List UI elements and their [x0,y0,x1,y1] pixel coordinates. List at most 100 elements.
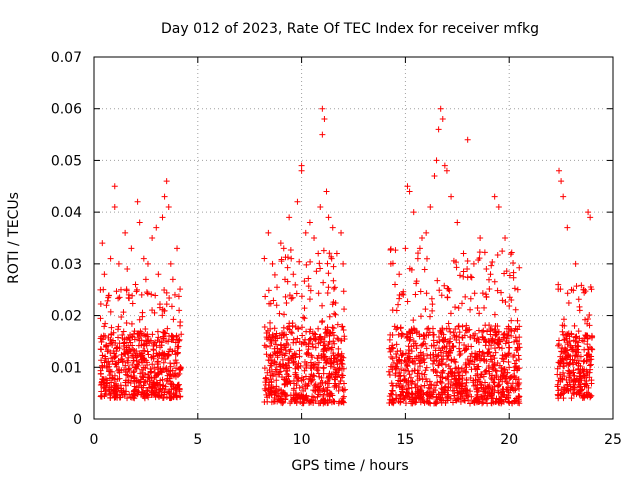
data-point [297,395,304,402]
data-point [438,395,445,402]
data-point [334,335,341,342]
data-point [564,341,571,348]
data-point [294,335,301,342]
data-point [319,105,326,112]
data-point [421,382,428,389]
data-point [315,340,322,347]
data-point [414,382,421,389]
data-point [119,335,126,342]
data-point [412,340,419,347]
data-point [111,203,118,210]
data-point [452,326,459,333]
data-point [473,399,480,406]
data-point [140,364,147,371]
data-point [393,354,400,361]
data-point [146,381,153,388]
data-point [490,363,497,370]
data-point [479,349,486,356]
data-point [445,320,452,327]
data-point [423,364,430,371]
data-point [306,328,313,335]
data-point [578,387,585,394]
data-point [125,334,132,341]
data-point [139,309,146,316]
data-point [395,357,402,364]
data-point [412,399,419,406]
y-tick-label: 0 [73,412,82,428]
data-point [315,250,322,257]
data-point [326,313,333,320]
data-point [301,358,308,365]
data-point [138,384,145,391]
data-point [115,334,122,341]
data-point [98,339,105,346]
data-point [509,380,516,387]
data-point [299,324,306,331]
data-point [435,362,442,369]
data-point [584,357,591,364]
data-point [123,287,130,294]
data-point [144,290,151,297]
data-point [145,351,152,358]
data-point [299,400,306,407]
data-point [286,348,293,355]
data-point [584,320,591,327]
data-point [387,245,394,252]
data-point [499,391,506,398]
data-point [316,260,323,267]
data-point [499,297,506,304]
data-point [487,326,494,333]
data-point [387,363,394,370]
data-point [433,372,440,379]
data-point [125,294,132,301]
data-point [569,348,576,355]
data-point [332,299,339,306]
data-point [576,307,583,314]
data-point [149,331,156,338]
data-point [154,358,161,365]
data-point [106,388,113,395]
data-point [156,338,163,345]
data-point [177,367,184,374]
data-point [588,334,595,341]
data-point [506,294,513,301]
data-point [323,188,330,195]
data-point [326,372,333,379]
data-point [491,355,498,362]
data-point [281,276,288,283]
data-point [114,376,121,383]
data-point [423,255,430,262]
data-point [306,336,313,343]
data-point [420,350,427,357]
data-point [395,331,402,338]
data-point [320,338,327,345]
data-point [102,353,109,360]
data-point [336,365,343,372]
data-point [293,371,300,378]
y-axis-label: ROTI / TECUs [6,192,22,284]
data-point [270,398,277,405]
data-point [287,247,294,254]
data-point [318,397,325,404]
data-point [306,296,313,303]
data-point [392,370,399,377]
data-point [131,347,138,354]
plot-frame [93,56,614,420]
data-point [488,374,495,381]
data-point [457,398,464,405]
data-point [339,361,346,368]
data-point [478,393,485,400]
data-point [577,363,584,370]
data-point [510,269,517,276]
data-point [495,382,502,389]
data-point [456,329,463,336]
data-point [329,344,336,351]
data-point [174,345,181,352]
data-point [466,361,473,368]
data-point [577,369,584,376]
data-point [462,368,469,375]
data-point [290,358,297,365]
data-point [326,250,333,257]
data-point [107,308,114,315]
data-point [396,369,403,376]
